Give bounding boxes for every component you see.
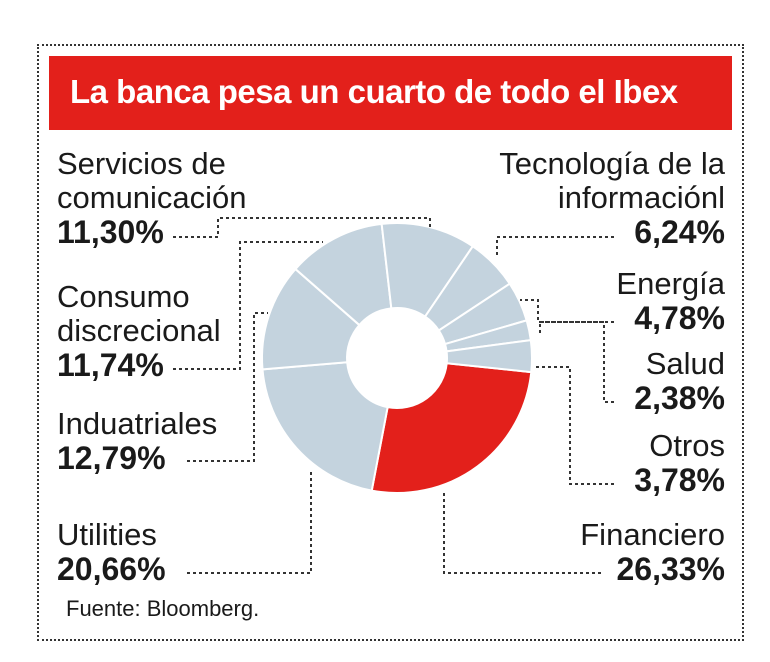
label-salud-pct: 2,38% (634, 380, 725, 416)
label-industriales-pct: 12,79% (57, 440, 166, 476)
label-utilities-line1: Utilities (57, 517, 157, 552)
label-utilities: Utilities 20,66% (57, 517, 166, 587)
label-utilities-pct: 20,66% (57, 551, 166, 587)
leader-energia (520, 299, 614, 323)
label-otros-pct: 3,78% (634, 462, 725, 498)
slice-utilities (261, 361, 389, 492)
leader-servicios (173, 217, 431, 238)
label-servicios-line1: Servicios de (57, 146, 226, 181)
slice-induatriales (261, 267, 361, 371)
label-salud: Salud 2,38% (634, 346, 725, 416)
label-otros-line1: Otros (649, 428, 725, 463)
label-servicios-line2: comunicación (57, 180, 247, 215)
leader-salud (539, 321, 614, 403)
label-salud-line1: Salud (645, 346, 725, 381)
title-banner (49, 56, 732, 130)
label-tecnologia-line2: informaciónl (557, 180, 725, 215)
chart-title: La banca pesa un cuarto de todo el Ibex (70, 73, 678, 110)
source-note: Fuente: Bloomberg. (66, 596, 260, 621)
leader-lines (173, 217, 614, 574)
label-consumo-line2: discrecional (57, 313, 221, 348)
label-energia: Energía 4,78% (616, 266, 725, 336)
label-industriales-line1: Induatriales (57, 406, 218, 441)
leader-otros (535, 366, 614, 485)
label-consumo: Consumo discrecional 11,74% (57, 279, 221, 383)
leader-industriales (187, 312, 268, 462)
slice-financiero (370, 362, 533, 494)
leader-financiero (443, 490, 601, 574)
label-otros: Otros 3,78% (634, 428, 725, 498)
donut-slices (261, 222, 533, 494)
label-consumo-line1: Consumo (57, 279, 190, 314)
label-financiero-pct: 26,33% (616, 551, 725, 587)
chart-frame (37, 44, 744, 641)
leader-consumo (173, 241, 323, 370)
label-financiero-line1: Financiero (580, 517, 725, 552)
label-energia-pct: 4,78% (634, 300, 725, 336)
label-tecnologia: Tecnología de la informaciónl 6,24% (499, 146, 725, 250)
label-consumo-pct: 11,74% (57, 347, 164, 383)
slice-otros (445, 339, 533, 374)
leader-utilities (187, 470, 312, 574)
label-energia-line1: Energía (616, 266, 725, 301)
leader-tecnologia (496, 236, 614, 255)
label-financiero: Financiero 26,33% (580, 517, 725, 587)
label-industriales: Induatriales 12,79% (57, 406, 218, 476)
label-servicios: Servicios de comunicación 11,30% (57, 146, 247, 250)
label-tecnologia-pct: 6,24% (634, 214, 725, 250)
label-tecnologia-line1: Tecnología de la (499, 146, 725, 181)
label-servicios-pct: 11,30% (57, 214, 164, 250)
